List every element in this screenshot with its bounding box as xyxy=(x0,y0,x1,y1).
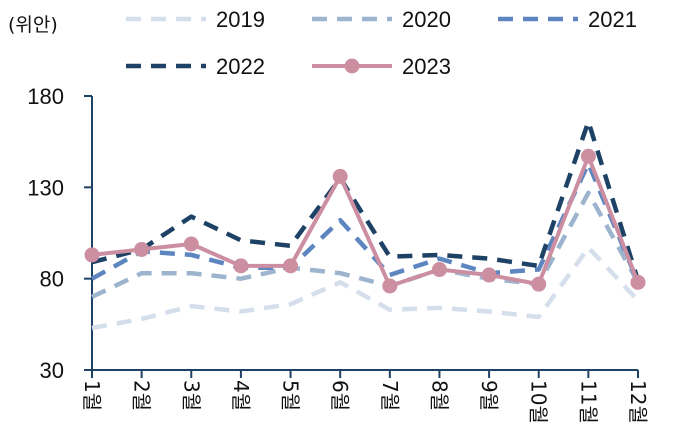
x-tick-label: 2월 xyxy=(130,380,154,411)
data-point-2023 xyxy=(531,276,547,292)
data-point-2023 xyxy=(580,148,596,164)
series-line-2021 xyxy=(90,161,641,284)
x-tick-label: 7월 xyxy=(378,380,402,411)
y-axis-ticks: 30 80 130 180 xyxy=(27,84,92,383)
y-tick-label: 180 xyxy=(27,84,64,109)
x-axis-ticks: 1월 2월 3월 4월 5월 6월 7월 8월 9월 10월 11월 12월 xyxy=(80,370,650,424)
x-tick-label: 3월 xyxy=(179,380,203,411)
series-line-2023 xyxy=(90,154,640,288)
series-line-2022 xyxy=(91,119,641,282)
data-point-2023 xyxy=(84,247,100,263)
data-point-2023 xyxy=(233,258,249,274)
legend-marker-2023 xyxy=(344,58,360,74)
x-tick-label: 6월 xyxy=(328,380,352,411)
x-tick-label: 10월 xyxy=(527,380,551,424)
x-tick-label: 4월 xyxy=(229,380,253,411)
legend-label-2021: 2021 xyxy=(588,7,637,32)
x-tick-label: 8월 xyxy=(427,380,451,411)
y-tick-label: 130 xyxy=(27,175,64,200)
legend-label-2023: 2023 xyxy=(402,54,451,79)
series-line-2019 xyxy=(91,245,640,331)
y-tick-label: 80 xyxy=(40,267,64,292)
data-point-2023 xyxy=(183,236,199,252)
data-point-2023 xyxy=(630,274,646,290)
x-tick-label: 12월 xyxy=(626,380,650,424)
legend: 2019 2020 2021 2022 2023 xyxy=(126,7,637,79)
data-point-2023 xyxy=(332,168,348,184)
legend-label-2020: 2020 xyxy=(402,7,451,32)
x-tick-label: 9월 xyxy=(477,380,501,411)
data-point-2023 xyxy=(283,258,299,274)
x-tick-label: 11월 xyxy=(576,380,600,424)
legend-label-2022: 2022 xyxy=(216,54,265,79)
x-tick-label: 1월 xyxy=(80,380,104,411)
data-point-2023 xyxy=(134,241,150,257)
data-point-2023 xyxy=(382,278,398,294)
data-point-2023 xyxy=(481,267,497,283)
data-point-2023 xyxy=(431,262,447,278)
series-line-2020 xyxy=(91,190,640,299)
y-unit-label: (위안) xyxy=(8,14,58,36)
axes xyxy=(91,96,638,371)
x-tick-label: 5월 xyxy=(279,380,303,411)
y-tick-label: 30 xyxy=(40,358,64,383)
legend-label-2019: 2019 xyxy=(216,7,265,32)
series-lines xyxy=(84,119,646,331)
